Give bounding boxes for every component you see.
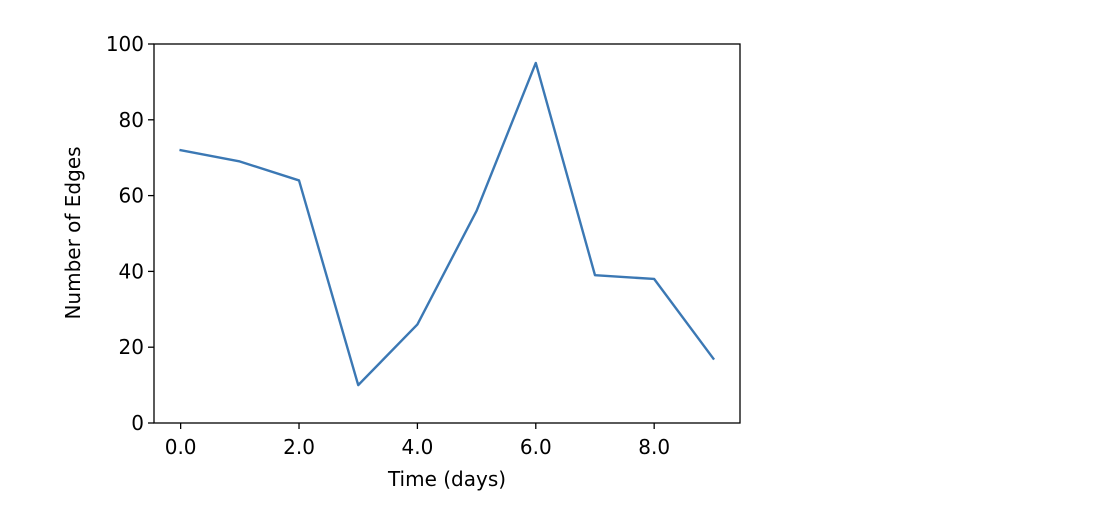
series-line-0: [179, 61, 716, 387]
x-tick-label: 8.0: [638, 435, 670, 459]
x-axis-title: Time (days): [387, 467, 506, 491]
y-tick-label: 40: [119, 259, 144, 283]
x-tick-label: 6.0: [520, 435, 552, 459]
x-tick-label: 0.0: [165, 435, 197, 459]
y-axis: 0 20 40 60 80 100: [106, 32, 154, 435]
x-tick-label: 2.0: [283, 435, 315, 459]
plot-area-frame: [153, 43, 741, 424]
x-tick-label: 4.0: [401, 435, 433, 459]
y-tick-label: 60: [119, 184, 144, 208]
y-tick-label: 0: [131, 411, 144, 435]
y-axis-title: Number of Edges: [61, 146, 85, 319]
y-tick-label: 100: [106, 32, 144, 56]
plot-layer: [179, 61, 716, 387]
y-tick-label: 80: [119, 108, 144, 132]
x-axis: 0.0 2.0 4.0 6.0 8.0: [165, 423, 670, 459]
y-tick-label: 20: [119, 335, 144, 359]
